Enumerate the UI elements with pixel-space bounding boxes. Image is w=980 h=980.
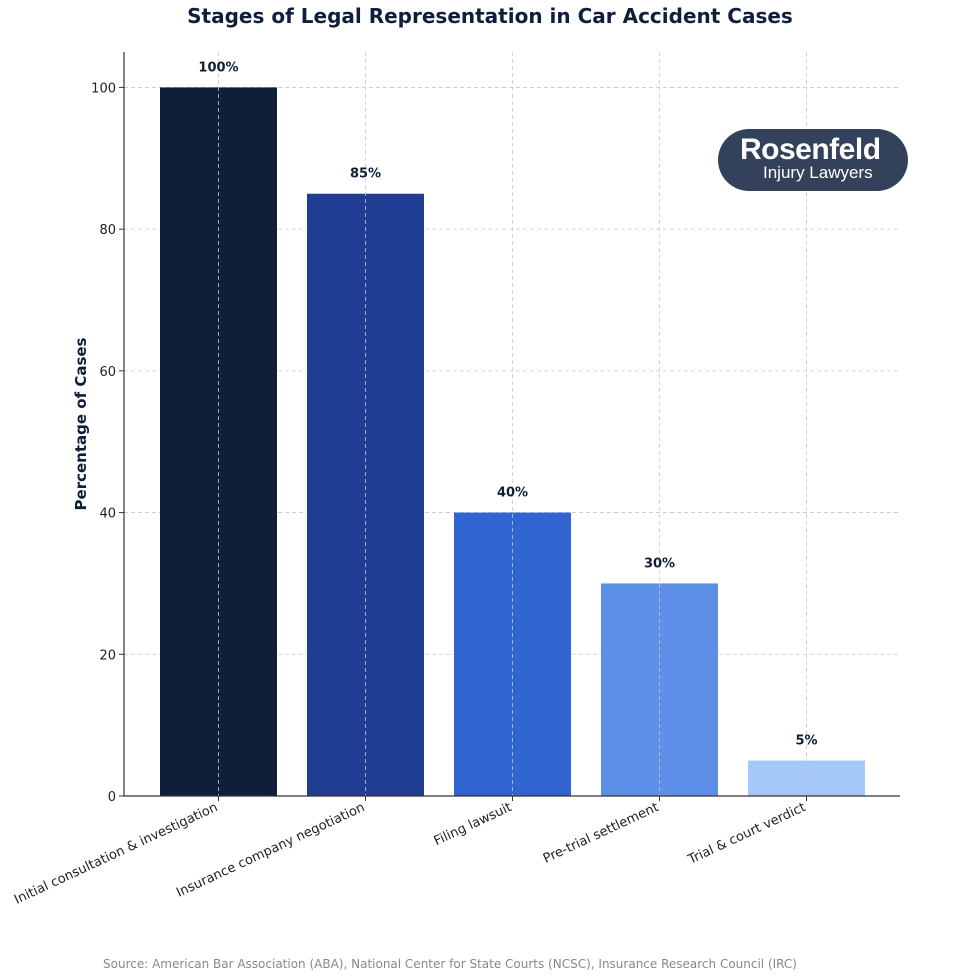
logo-tagline: Injury Lawyers [763, 163, 873, 182]
y-tick-label: 40 [99, 507, 116, 522]
y-tick-label: 60 [99, 365, 116, 380]
source-note: Source: American Bar Association (ABA), … [103, 957, 797, 971]
data-label: 30% [644, 556, 675, 571]
x-tick-label: Pre-trial settlement [541, 800, 661, 867]
vertical-grid-lines [218, 52, 807, 796]
rosenfeld-logo: Rosenfeld Injury Lawyers [718, 129, 908, 191]
chart-title: Stages of Legal Representation in Car Ac… [187, 4, 793, 28]
logo-name: Rosenfeld [740, 133, 881, 166]
data-labels: 100% 85% 40% 30% 5% [198, 60, 817, 748]
data-label: 5% [795, 734, 817, 749]
data-label: 40% [497, 486, 528, 501]
x-tick-labels: Initial consultation & investigationInsu… [12, 800, 808, 908]
data-label: 85% [350, 167, 381, 182]
y-tick-label: 100 [91, 81, 116, 96]
x-tick-label: Trial & court verdict [685, 800, 808, 868]
y-axis-label: Percentage of Cases [72, 337, 90, 510]
x-tick-label: Filing lawsuit [432, 800, 514, 849]
y-tick-label: 80 [99, 223, 116, 238]
y-tick-label: 20 [99, 648, 116, 663]
data-label: 100% [198, 60, 238, 75]
y-tick-label: 0 [108, 790, 116, 805]
y-ticks: 0 20 40 60 80 100 [91, 81, 807, 805]
